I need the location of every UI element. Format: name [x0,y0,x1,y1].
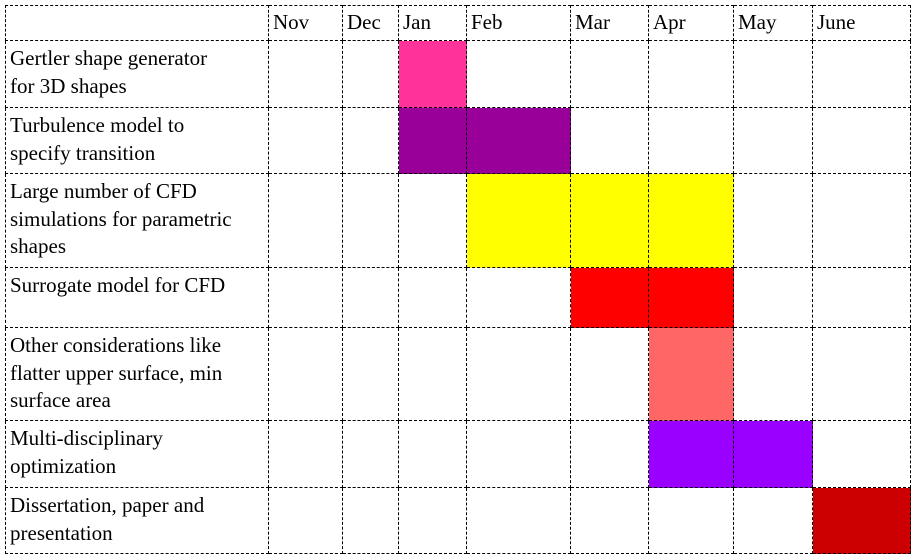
schedule-cell-empty [268,420,343,488]
schedule-cell-empty [268,327,343,421]
schedule-bar-jan [398,107,467,174]
task-row: Surrogate model for CFD [5,267,911,328]
schedule-cell-empty [733,267,813,328]
task-label: Turbulence model to specify transition [5,107,269,174]
schedule-cell-empty [268,40,343,108]
schedule-cell-empty [398,267,467,328]
month-header-jan: Jan [398,5,467,41]
schedule-cell-empty [398,487,467,554]
schedule-cell-empty [570,487,649,554]
schedule-bar-june [812,487,911,554]
month-header-june: June [812,5,911,41]
schedule-cell-empty [398,420,467,488]
schedule-cell-empty [268,267,343,328]
schedule-cell-empty [812,327,911,421]
task-row: Turbulence model to specify transition [5,107,911,174]
month-header-feb: Feb [466,5,571,41]
schedule-cell-empty [268,487,343,554]
task-label: Other considerations like flatter upper … [5,327,269,421]
schedule-cell-empty [268,107,343,174]
month-header-apr: Apr [648,5,734,41]
schedule-bar-may [733,420,813,488]
schedule-cell-empty [342,107,399,174]
task-label: Dissertation, paper and presentation [5,487,269,554]
schedule-cell-empty [466,487,571,554]
schedule-bar-feb [466,107,571,174]
schedule-bar-apr [648,327,734,421]
task-label: Gertler shape generator for 3D shapes [5,40,269,108]
gantt-chart-table: Nov Dec Jan Feb Mar Apr May June Gertler shape … [5,5,911,554]
schedule-cell-empty [570,420,649,488]
task-row: Other considerations like flatter upper … [5,327,911,421]
schedule-cell-empty [733,40,813,108]
task-row: Multi-disciplinary optimization [5,420,911,488]
schedule-cell-empty [570,327,649,421]
schedule-cell-empty [812,420,911,488]
schedule-bar-apr [648,420,734,488]
task-row: Large number of CFD simulations for para… [5,173,911,268]
schedule-cell-empty [812,267,911,328]
schedule-cell-empty [570,40,649,108]
schedule-cell-empty [812,173,911,268]
schedule-cell-empty [648,487,734,554]
schedule-bar-jan [398,40,467,108]
schedule-cell-empty [733,107,813,174]
schedule-cell-empty [342,420,399,488]
schedule-cell-empty [648,107,734,174]
schedule-cell-empty [342,327,399,421]
task-label: Surrogate model for CFD [5,267,269,328]
schedule-cell-empty [733,487,813,554]
schedule-cell-empty [342,173,399,268]
schedule-cell-empty [342,487,399,554]
schedule-cell-empty [466,40,571,108]
task-label: Large number of CFD simulations for para… [5,173,269,268]
schedule-cell-empty [812,40,911,108]
schedule-cell-empty [342,40,399,108]
schedule-bar-apr [648,173,734,268]
month-header-may: May [733,5,813,41]
schedule-cell-empty [812,107,911,174]
month-header-dec: Dec [342,5,399,41]
task-row: Gertler shape generator for 3D shapes [5,40,911,108]
schedule-cell-empty [733,327,813,421]
schedule-cell-empty [466,420,571,488]
schedule-cell-empty [570,107,649,174]
task-rows: Gertler shape generator for 3D shapes Tur… [5,40,911,554]
schedule-cell-empty [466,267,571,328]
schedule-cell-empty [268,173,343,268]
schedule-bar-mar [570,173,649,268]
month-header-nov: Nov [268,5,343,41]
schedule-cell-empty [733,173,813,268]
task-row: Dissertation, paper and presentation [5,487,911,554]
schedule-cell-empty [398,173,467,268]
schedule-bar-mar [570,267,649,328]
schedule-cell-empty [466,327,571,421]
month-header-mar: Mar [570,5,649,41]
task-label: Multi-disciplinary optimization [5,420,269,488]
schedule-cell-empty [398,327,467,421]
schedule-bar-feb [466,173,571,268]
month-header-row: Nov Dec Jan Feb Mar Apr May June [5,5,911,41]
schedule-cell-empty [648,40,734,108]
corner-cell [5,5,269,41]
schedule-bar-apr [648,267,734,328]
schedule-cell-empty [342,267,399,328]
